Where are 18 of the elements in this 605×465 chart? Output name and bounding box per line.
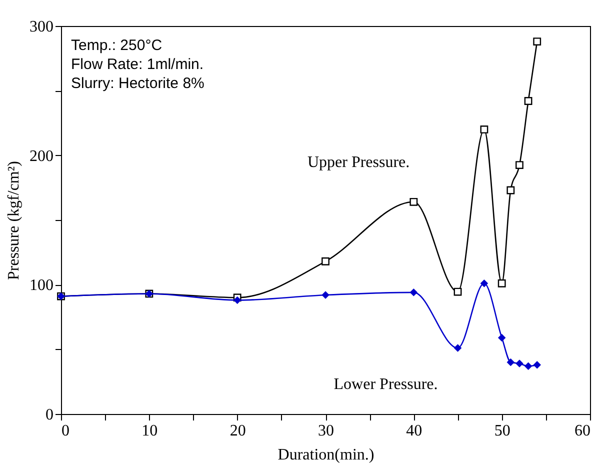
x-tick-label: 40 xyxy=(406,422,422,440)
y-tick-label: 200 xyxy=(30,148,54,165)
x-tick-label: 20 xyxy=(230,422,246,440)
annotation: Flow Rate: 1ml/min. xyxy=(71,56,204,73)
x-tick-label: 50 xyxy=(494,422,510,440)
y-tick-label: 300 xyxy=(30,18,54,36)
x-axis-title: Duration(min.) xyxy=(278,446,374,464)
annotation: Slurry: Hectorite 8% xyxy=(71,75,204,92)
x-tick-label: 60 xyxy=(574,422,590,440)
x-tick-label: 10 xyxy=(142,422,158,440)
series-label: Upper Pressure. xyxy=(307,154,410,171)
x-tick-label: 0 xyxy=(62,422,70,440)
y-tick-label: 100 xyxy=(30,277,54,294)
x-tick-label: 30 xyxy=(318,422,334,440)
series-label: Lower Pressure. xyxy=(334,376,438,394)
y-axis-title: Pressure (kgf/cm²) xyxy=(6,161,22,280)
annotation: Temp.: 250°C xyxy=(71,37,162,54)
y-tick-label: 0 xyxy=(46,406,54,424)
